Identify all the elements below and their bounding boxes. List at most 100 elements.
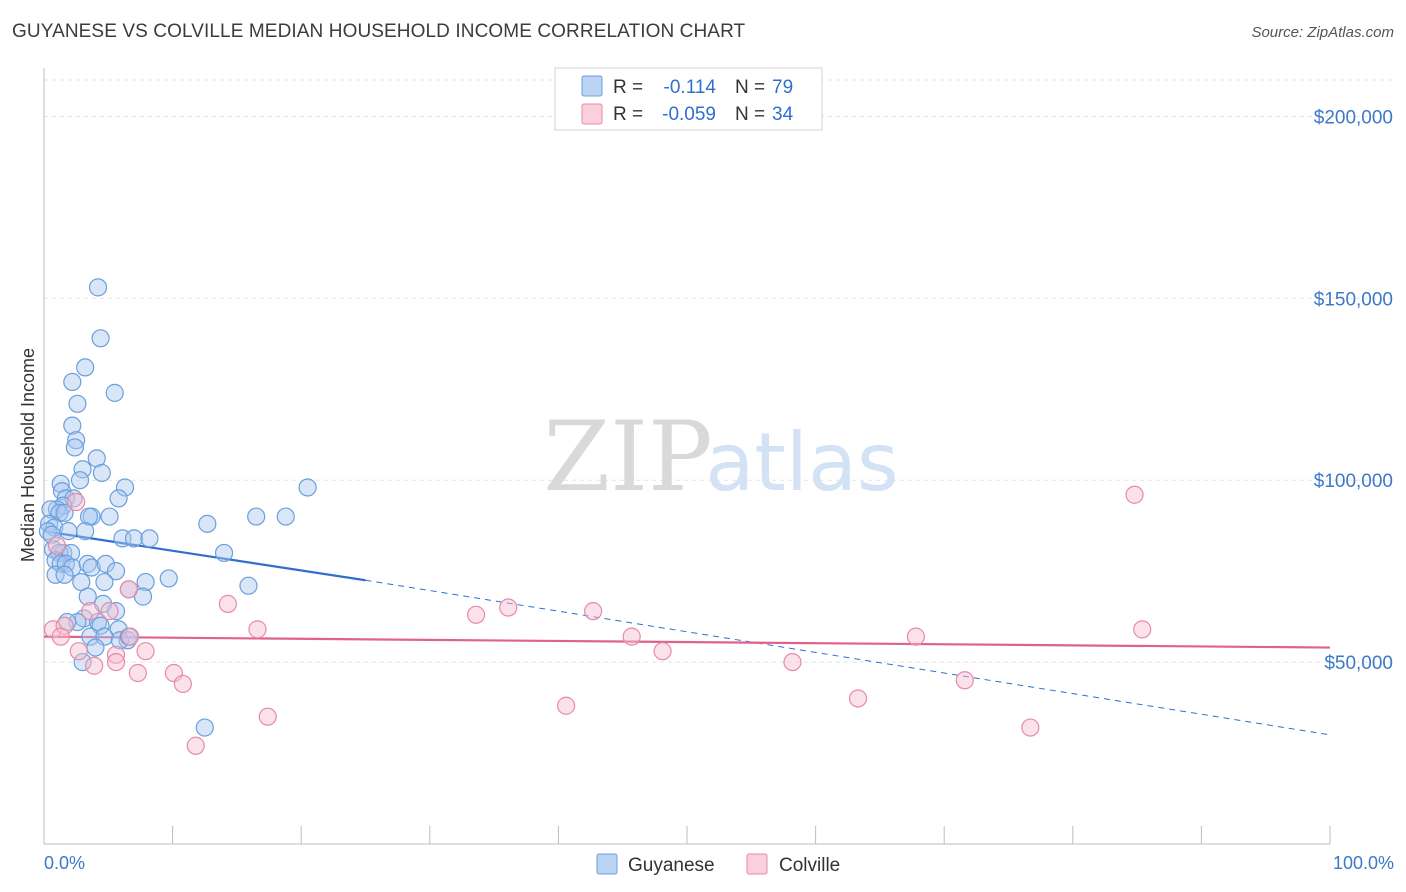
- stats-legend: R = -0.114 N = 79 R = -0.059 N = 34: [554, 67, 823, 131]
- point-guyanese: [82, 558, 101, 577]
- point-guyanese: [110, 631, 129, 650]
- point-guyanese: [51, 554, 70, 573]
- point-guyanese: [81, 627, 100, 646]
- x-tick-label-start: 0.0%: [44, 853, 85, 873]
- point-colville: [136, 642, 155, 661]
- point-guyanese: [92, 463, 111, 483]
- trend-line-extension-guyanese: [365, 579, 1331, 736]
- series-guyanese: [38, 278, 317, 737]
- point-guyanese: [65, 438, 84, 457]
- legend-n-value-colville: 34: [772, 104, 794, 125]
- legend-n-value-guyanese: 79: [772, 77, 793, 98]
- point-colville: [128, 663, 147, 683]
- watermark-atlas: atlas: [705, 416, 898, 509]
- point-guyanese: [106, 602, 126, 621]
- legend-n-label-guyanese: N =: [735, 77, 765, 98]
- point-colville: [85, 656, 104, 675]
- point-guyanese: [76, 358, 95, 377]
- point-colville: [622, 627, 641, 646]
- series-colville: [43, 485, 1152, 755]
- point-guyanese: [88, 278, 108, 297]
- point-colville: [100, 602, 119, 621]
- point-colville: [69, 642, 88, 661]
- point-guyanese: [239, 576, 258, 595]
- x-tick-label-end: 100.0%: [1333, 853, 1394, 873]
- scatter-points: [38, 278, 1152, 755]
- point-guyanese: [91, 329, 110, 348]
- point-guyanese: [67, 431, 86, 450]
- watermark-zip: ZIP: [543, 401, 712, 513]
- legend-r-label-guyanese: R =: [613, 77, 643, 98]
- point-guyanese: [73, 460, 92, 479]
- point-colville: [55, 616, 74, 635]
- point-guyanese: [106, 562, 126, 581]
- point-guyanese: [159, 569, 178, 588]
- point-guyanese: [133, 587, 153, 606]
- point-guyanese: [54, 543, 73, 563]
- point-colville: [955, 671, 974, 690]
- point-guyanese: [96, 554, 115, 573]
- point-colville: [1125, 485, 1144, 504]
- point-guyanese: [70, 471, 90, 490]
- chart-title: GUYANESE VS COLVILLE MEDIAN HOUSEHOLD IN…: [12, 21, 746, 42]
- bottom-legend-swatch-colville: [746, 853, 768, 875]
- legend-swatch-guyanese: [581, 75, 603, 97]
- point-colville: [51, 627, 70, 646]
- point-guyanese: [198, 514, 217, 533]
- point-guyanese: [63, 372, 82, 392]
- chart-source: Source: ZipAtlas.com: [1251, 24, 1394, 41]
- point-colville: [67, 492, 86, 512]
- point-colville: [43, 620, 63, 639]
- axes: [43, 68, 1331, 845]
- watermark: ZIP atlas: [543, 401, 898, 513]
- point-colville: [186, 736, 205, 755]
- point-guyanese: [63, 558, 82, 577]
- point-guyanese: [73, 652, 92, 672]
- point-guyanese: [79, 507, 99, 526]
- point-guyanese: [55, 565, 74, 584]
- y-tick-label: $50,000: [1324, 653, 1393, 674]
- point-colville: [1133, 620, 1152, 639]
- point-colville: [47, 536, 66, 555]
- point-colville: [499, 598, 518, 617]
- legend-n-label-colville: N =: [735, 104, 765, 125]
- point-guyanese: [214, 543, 234, 563]
- point-colville: [258, 707, 277, 726]
- point-colville: [106, 645, 126, 664]
- point-colville: [81, 602, 100, 621]
- point-guyanese: [95, 572, 114, 592]
- trend-line-guyanese: [43, 530, 366, 582]
- point-colville: [121, 627, 140, 646]
- trend-lines: [43, 530, 1331, 736]
- point-colville: [584, 602, 603, 621]
- point-colville: [783, 652, 802, 672]
- legend-r-value-guyanese: -0.114: [664, 77, 717, 98]
- point-guyanese: [124, 529, 144, 548]
- point-guyanese: [115, 478, 135, 497]
- point-colville: [1021, 718, 1040, 737]
- y-tick-label: $200,000: [1314, 107, 1393, 128]
- point-colville: [848, 689, 868, 708]
- point-colville: [466, 605, 486, 624]
- point-guyanese: [55, 503, 74, 523]
- point-guyanese: [76, 522, 95, 541]
- point-colville: [173, 674, 192, 694]
- point-guyanese: [136, 572, 155, 592]
- point-guyanese: [247, 507, 266, 526]
- point-guyanese: [195, 718, 214, 737]
- y-tick-labels: $50,000 $100,000 $150,000 $200,000: [1314, 107, 1393, 674]
- point-guyanese: [78, 587, 97, 606]
- point-colville: [119, 580, 138, 599]
- point-colville: [218, 594, 237, 613]
- point-guyanese: [140, 529, 159, 548]
- point-colville: [906, 627, 926, 646]
- y-tick-label: $150,000: [1314, 289, 1393, 310]
- bottom-legend-label-colville: Colville: [779, 855, 840, 876]
- y-tick-label: $100,000: [1314, 471, 1393, 492]
- point-guyanese: [86, 638, 105, 657]
- legend-swatch-colville: [581, 103, 603, 125]
- y-axis-label: Median Household Income: [18, 348, 38, 562]
- point-guyanese: [100, 507, 119, 526]
- point-colville: [557, 696, 576, 715]
